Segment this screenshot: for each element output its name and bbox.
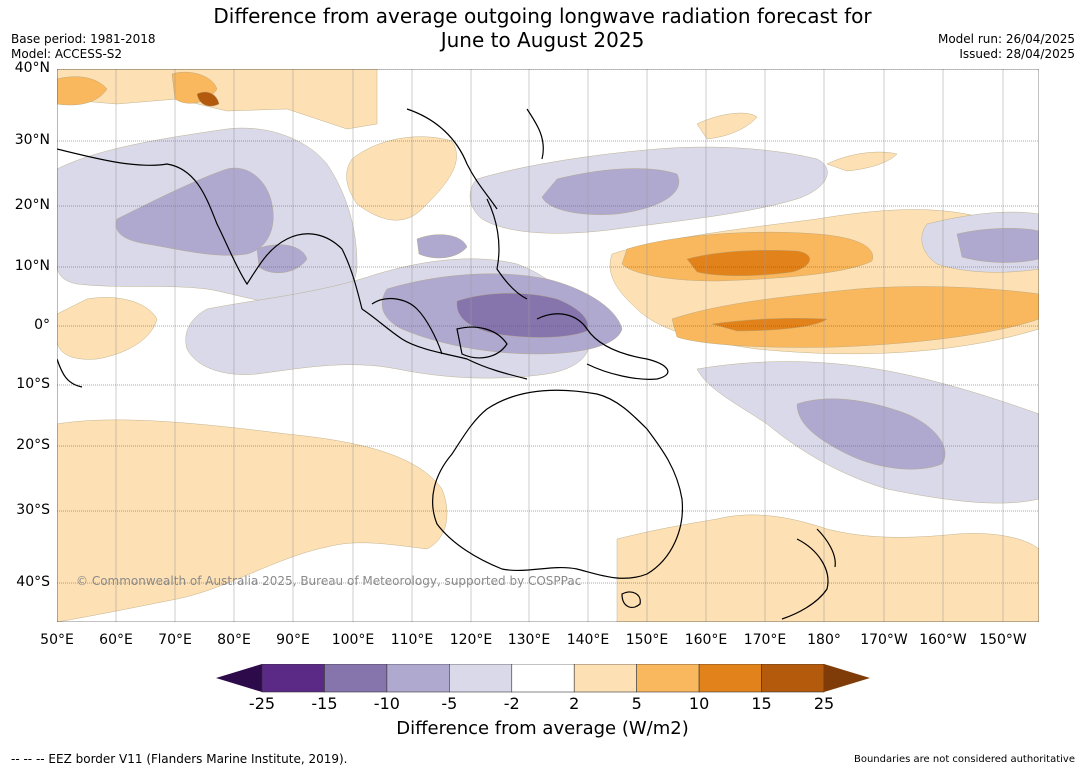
meta-right: Model run: 26/04/2025 Issued: 28/04/2025 — [938, 32, 1075, 62]
longitude-label: 80°E — [217, 632, 251, 648]
longitude-label: 150°W — [979, 632, 1027, 648]
model-run: Model run: 26/04/2025 — [937, 32, 1075, 46]
new-zealand-outline — [781, 528, 836, 620]
coastlines — [57, 108, 836, 620]
longitude-label: 170°W — [860, 632, 908, 648]
borneo-outline — [456, 326, 508, 359]
latitude-label: 10°S — [16, 376, 50, 392]
latitude-label: 40°S — [16, 574, 50, 590]
longitude-label: 90°E — [276, 632, 310, 648]
colorbar-cell — [636, 664, 700, 693]
longitude-label: 110°E — [390, 632, 434, 648]
longitude-label: 160°W — [919, 632, 967, 648]
longitude-label: 60°E — [99, 632, 133, 648]
forecast-map — [57, 69, 1039, 622]
anomaly-5-to-10-regions — [57, 71, 1039, 348]
anomaly-minus15-to-minus10-regions — [456, 293, 589, 338]
colorbar-cell — [761, 664, 825, 693]
asia-outline — [57, 148, 528, 380]
base-period: Base period: 1981-2018 — [11, 32, 156, 46]
longitude-label: 70°E — [158, 632, 192, 648]
colorbar-above-max-triangle — [824, 664, 870, 692]
longitude-label: 100°E — [331, 632, 375, 648]
colorbar-cell — [511, 664, 575, 693]
colorbar-tick-label: 25 — [813, 694, 835, 713]
meta-left: Base period: 1981-2018 Model: ACCESS-S2 — [11, 32, 156, 62]
chart-title: Difference from average outgoing longwav… — [0, 4, 1085, 52]
sumatra-outline — [371, 297, 443, 355]
colorbar-tick-label: 10 — [688, 694, 710, 713]
colorbar-tick-label: 2 — [569, 694, 580, 713]
title-line-1: Difference from average outgoing longwav… — [213, 4, 872, 28]
africa-coast-outline — [57, 358, 83, 388]
title-line-2: June to August 2025 — [440, 28, 645, 52]
australia-outline — [432, 389, 684, 579]
longitude-label: 140°E — [566, 632, 610, 648]
colorbar-below-min-triangle — [216, 664, 262, 692]
copyright-notice: © Commonwealth of Australia 2025, Bureau… — [76, 574, 582, 588]
longitude-label: 180° — [807, 632, 841, 648]
anomaly-10-to-15-regions — [686, 250, 828, 332]
new-guinea-outline — [536, 313, 669, 380]
colorbar-cell — [449, 664, 513, 693]
latitude-label: 30°S — [16, 502, 50, 518]
longitude-label: 120°E — [449, 632, 493, 648]
colorbar-cell — [698, 664, 762, 693]
latitude-label: 10°N — [14, 258, 50, 274]
anomaly-15-to-25-regions — [196, 91, 220, 107]
colorbar-tick-label: 5 — [631, 694, 642, 713]
philippines-outline — [486, 198, 528, 300]
colorbar — [216, 664, 870, 693]
colorbar-cell — [261, 664, 325, 693]
eez-border-note: -- -- -- EEZ border V11 (Flanders Marine… — [11, 752, 348, 766]
longitude-label: 130°E — [507, 632, 551, 648]
colorbar-tick-label: 15 — [751, 694, 772, 713]
colorbar-tick-label: -15 — [311, 694, 338, 713]
colorbar-title: Difference from average (W/m2) — [396, 718, 689, 739]
colorbar-cell — [386, 664, 450, 693]
japan-outline — [526, 108, 544, 160]
longitude-label: 150°E — [625, 632, 669, 648]
colorbar-cell — [324, 664, 388, 693]
tasmania-outline — [621, 591, 641, 608]
colorbar-tick-label: -2 — [503, 694, 520, 713]
latitude-label: 0° — [34, 317, 50, 333]
china-coast-outline — [406, 108, 498, 210]
issued-date: Issued: 28/04/2025 — [959, 47, 1075, 61]
longitude-label: 160°E — [684, 632, 728, 648]
colorbar-tick-label: -5 — [441, 694, 458, 713]
colorbar-cell — [573, 664, 637, 693]
longitude-label: 50°E — [40, 632, 74, 648]
boundaries-disclaimer: Boundaries are not considered authoritat… — [853, 754, 1075, 765]
latitude-label: 40°N — [14, 60, 50, 76]
map-gridlines — [57, 69, 1039, 622]
longitude-label: 170°E — [743, 632, 787, 648]
latitude-label: 20°S — [16, 437, 50, 453]
model-name: Model: ACCESS-S2 — [11, 47, 123, 61]
latitude-label: 20°N — [14, 197, 50, 213]
latitude-label: 30°N — [14, 132, 50, 148]
colorbar-tick-label: -10 — [373, 694, 400, 713]
colorbar-tick-label: -25 — [248, 694, 276, 713]
